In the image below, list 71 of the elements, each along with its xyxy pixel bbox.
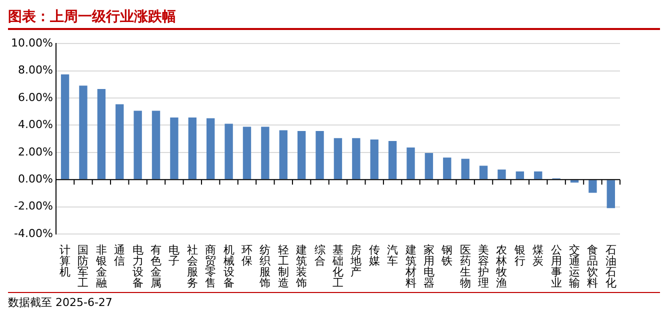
- x-tick-label: 基础化工: [331, 243, 344, 290]
- bar: [406, 148, 415, 180]
- x-tick-label: 公用事业: [550, 243, 562, 290]
- x-tick-label: 建筑材料: [404, 243, 416, 290]
- x-tick-label: 电子: [168, 243, 180, 268]
- bar: [334, 138, 342, 180]
- y-tick-label: -4.00%: [14, 226, 53, 240]
- x-tick-label: 环保: [241, 243, 252, 268]
- bar: [352, 138, 360, 180]
- bar: [498, 170, 506, 180]
- bar: [224, 124, 233, 180]
- bar: [424, 152, 434, 180]
- x-tick-label: 美容护理: [477, 243, 490, 290]
- y-tick-label: 10.00%: [10, 36, 53, 50]
- y-tick-label: 6.00%: [18, 90, 53, 104]
- chart-title: 图表：上周一级行业涨跌幅: [8, 8, 660, 30]
- y-tick-label: 4.00%: [18, 118, 53, 132]
- x-tick-label: 建筑装饰: [295, 243, 308, 290]
- bar: [97, 89, 106, 180]
- x-tick-label: 机械设备: [223, 243, 234, 290]
- x-tick-label: 非银金融: [94, 243, 107, 290]
- x-tick-label: 交通运输: [569, 243, 580, 290]
- bar: [134, 110, 142, 180]
- bar: [60, 74, 70, 180]
- bar: [170, 117, 178, 180]
- bar: [188, 117, 197, 180]
- x-tick-label: 农林牧渔: [495, 243, 508, 290]
- x-tick-label: 有色金属: [150, 243, 162, 290]
- x-tick-label: 家用电器: [423, 243, 434, 290]
- text: 数据截至 2025-6-27: [8, 296, 112, 309]
- x-tick-label: 通信: [114, 243, 126, 268]
- x-tick-label: 钢铁: [440, 243, 453, 268]
- bar: [370, 139, 378, 180]
- bar: [152, 110, 160, 180]
- x-tick-label: 计算机: [60, 243, 71, 278]
- bar: [79, 86, 88, 180]
- x-tick-label: 商贸零售: [205, 243, 216, 290]
- bar: [461, 158, 470, 180]
- x-tick-label: 纺织服饰: [258, 243, 271, 290]
- x-tick-label: 房地产: [350, 243, 362, 278]
- x-tick-label: 食品饮料: [586, 243, 598, 290]
- bar: [588, 180, 597, 193]
- x-tick-label: 煤炭: [532, 243, 544, 268]
- bar: [606, 180, 615, 208]
- x-tick-label: 石油石化: [605, 243, 616, 290]
- x-tick-label: 国防军工: [78, 243, 89, 290]
- x-tick-label: 传媒: [368, 243, 380, 268]
- x-tick-label: 轻工制造: [278, 243, 289, 290]
- x-tick-label: 电力设备: [132, 243, 144, 290]
- y-tick-label: 0.00%: [18, 172, 53, 186]
- bar: [242, 126, 252, 180]
- x-tick-label: 银行: [513, 243, 526, 268]
- bar: [261, 126, 270, 180]
- bar: [570, 180, 579, 183]
- x-tick-label: 医药生物: [460, 243, 471, 290]
- bar: [116, 104, 124, 180]
- x-tick-label: 综合: [314, 243, 326, 268]
- bar: [316, 131, 324, 180]
- y-tick-label: -2.00%: [14, 200, 53, 213]
- bar: [279, 130, 288, 180]
- y-tick-label: 8.00%: [18, 64, 53, 77]
- bar: [534, 171, 542, 180]
- x-tick-label: 社会服务: [186, 243, 198, 290]
- bar: [297, 131, 306, 180]
- y-tick-label: 2.00%: [18, 145, 53, 158]
- bar: [516, 171, 524, 180]
- x-tick-label: 汽车: [387, 243, 398, 268]
- bar: [206, 118, 215, 180]
- bar: [388, 140, 397, 180]
- bar: [479, 166, 488, 180]
- bar: [443, 158, 452, 180]
